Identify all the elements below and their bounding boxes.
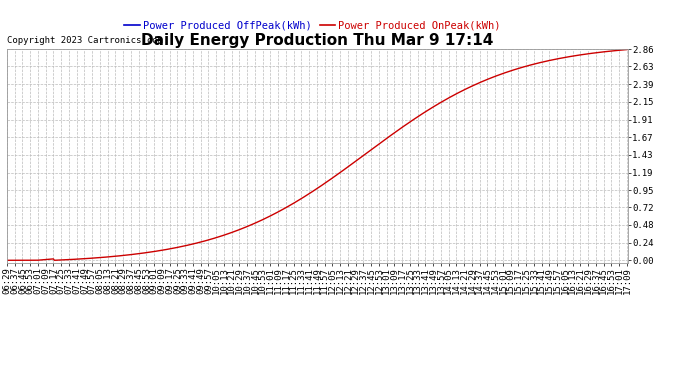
Legend: Power Produced OffPeak(kWh), Power Produced OnPeak(kWh): Power Produced OffPeak(kWh), Power Produ…	[124, 21, 501, 31]
Title: Daily Energy Production Thu Mar 9 17:14: Daily Energy Production Thu Mar 9 17:14	[141, 33, 493, 48]
Text: Copyright 2023 Cartronics.com: Copyright 2023 Cartronics.com	[7, 36, 163, 45]
